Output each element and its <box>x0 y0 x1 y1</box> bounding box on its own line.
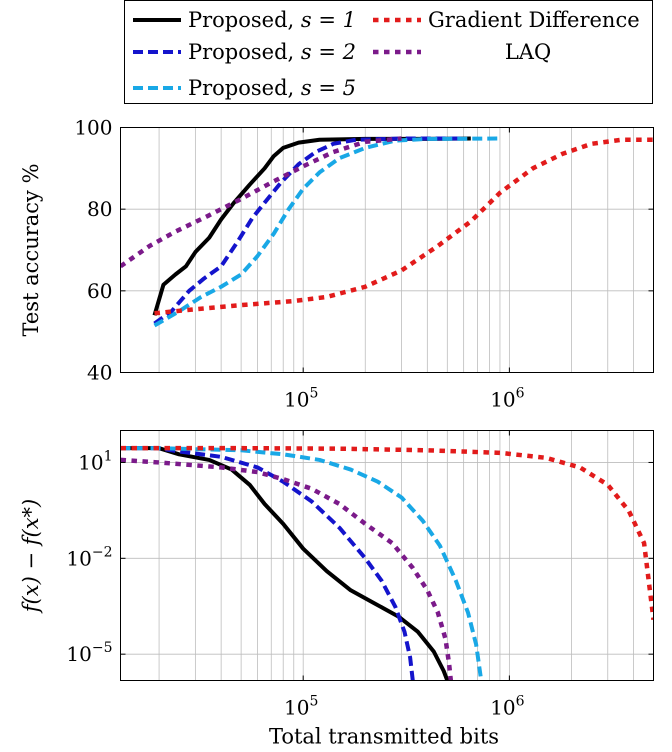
legend-label-s1: Proposed, s = 1 <box>188 8 356 32</box>
legend-label-gradient-difference: Gradient Difference <box>428 8 640 32</box>
series-line-gradient-difference <box>120 445 654 620</box>
y-axis-label: Test accuracy % <box>19 163 43 336</box>
legend-label-s5: Proposed, s = 5 <box>188 76 356 100</box>
y-tick-label: 40 <box>87 361 112 385</box>
x-tick-label: 106 <box>490 694 524 720</box>
series-group <box>120 136 654 328</box>
plot-frame <box>120 430 654 681</box>
series-line-proposed-s-2 <box>120 446 415 681</box>
grid <box>120 127 654 373</box>
y-tick-label: 101 <box>78 448 112 474</box>
y-tick-label: 60 <box>87 279 112 303</box>
x-tick-label: 106 <box>490 386 524 412</box>
legend: Proposed, s = 1 Proposed, s = 2 Proposed… <box>124 0 653 104</box>
x-tick-label: 105 <box>284 386 318 412</box>
series-line-proposed-s-1 <box>120 446 450 681</box>
x-tick-label: 105 <box>284 694 318 720</box>
x-axis-label: Total transmitted bits <box>269 725 499 749</box>
series-line-gradient-difference <box>154 137 654 316</box>
y-tick-label: 100 <box>74 116 112 140</box>
plot-frame <box>120 127 654 373</box>
series-line-proposed-s-5 <box>153 136 500 328</box>
y-tick-label: 10−2 <box>66 544 112 570</box>
y-tick-label: 80 <box>87 197 112 221</box>
series-line-laq <box>120 136 402 269</box>
series-line-proposed-s-2 <box>153 136 464 326</box>
y-tick-label: 10−5 <box>66 640 112 666</box>
series-line-proposed-s-1 <box>152 136 471 316</box>
objective-gap-chart: 105 106 101 10−2 10−5 f(x) − f(x*) Total trans… <box>19 430 654 749</box>
legend-label-laq: LAQ <box>505 40 551 64</box>
series-line-laq <box>120 457 454 681</box>
legend-label-s2: Proposed, s = 2 <box>188 40 356 64</box>
accuracy-chart: 105 106 40 60 80 100 Test accuracy % <box>19 116 654 412</box>
series-group <box>120 445 654 681</box>
y-axis-label: f(x) − f(x*) <box>19 499 43 614</box>
